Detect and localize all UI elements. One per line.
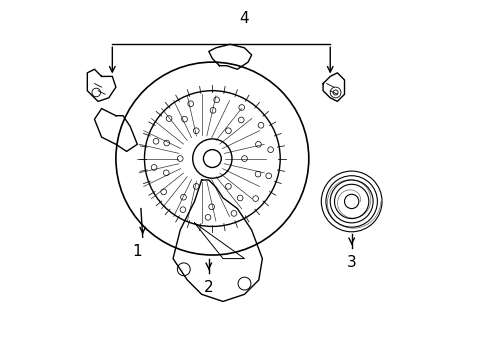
Text: 1: 1: [132, 244, 142, 259]
Text: 4: 4: [239, 12, 249, 26]
Text: 2: 2: [203, 280, 213, 295]
Text: 3: 3: [346, 255, 356, 270]
Circle shape: [203, 150, 221, 167]
